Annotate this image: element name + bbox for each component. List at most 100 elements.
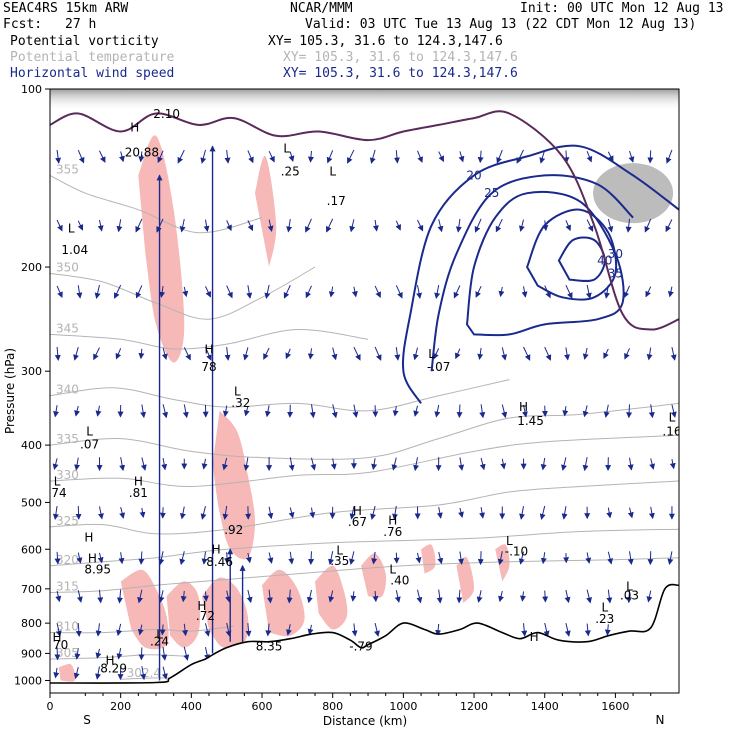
theta-contour-label: 315 bbox=[56, 579, 79, 593]
wind-vector bbox=[203, 219, 210, 232]
y-axis-title: Pressure (hPa) bbox=[3, 348, 17, 434]
wind-speed-contour-label: 35 bbox=[608, 266, 623, 280]
field-wind-name: Horizontal wind speed bbox=[10, 66, 175, 81]
wind-vector bbox=[417, 150, 423, 163]
wind-vector bbox=[648, 506, 655, 520]
wind-vector bbox=[245, 552, 252, 564]
wind-vector bbox=[349, 506, 356, 520]
wind-vector bbox=[501, 347, 507, 361]
extremum-label: .16 bbox=[662, 424, 681, 438]
wind-vector bbox=[307, 624, 314, 636]
x-tick-label: 1600 bbox=[601, 700, 629, 713]
extremum-label: H bbox=[388, 514, 397, 528]
x-tick-label: 1400 bbox=[531, 700, 559, 713]
wind-vector bbox=[243, 457, 250, 471]
wind-vector bbox=[585, 284, 592, 300]
theta-contour-label: 340 bbox=[56, 383, 79, 397]
wind-vector bbox=[264, 284, 271, 300]
wind-vector bbox=[205, 346, 212, 361]
wind-vector bbox=[56, 285, 63, 299]
wind-vector bbox=[667, 551, 674, 565]
wind-vector bbox=[268, 150, 275, 163]
extremum-label: .17 bbox=[327, 194, 346, 208]
pv-region bbox=[138, 135, 185, 363]
wind-vector bbox=[76, 590, 83, 603]
wind-vector bbox=[479, 404, 486, 419]
wind-vector bbox=[328, 286, 335, 298]
wind-vector bbox=[95, 623, 102, 637]
extremum-label: .72 bbox=[196, 609, 215, 623]
extremum-label: 1.45 bbox=[517, 414, 544, 428]
extremum-label: L bbox=[506, 534, 513, 548]
extremum-label: 8.35 bbox=[256, 640, 283, 654]
extremum-label: L bbox=[626, 580, 633, 594]
x-tick-label: 800 bbox=[322, 700, 343, 713]
wind-vector bbox=[501, 404, 508, 419]
wind-vector bbox=[76, 285, 83, 299]
wind-vector bbox=[495, 218, 503, 233]
wind-vector bbox=[394, 347, 401, 361]
extremum-label: L bbox=[54, 474, 61, 488]
wind-vector bbox=[95, 666, 102, 680]
wind-vector bbox=[286, 624, 292, 636]
wind-vector bbox=[393, 150, 400, 164]
wind-vector bbox=[586, 219, 594, 232]
wind-vector bbox=[116, 648, 123, 660]
wind-vector bbox=[628, 150, 635, 163]
wind-vector bbox=[562, 406, 569, 417]
wind-speed-contour bbox=[401, 144, 679, 404]
wind-vector bbox=[307, 150, 314, 163]
wind-vector bbox=[607, 218, 614, 233]
wind-vector bbox=[54, 346, 61, 361]
wind-vector bbox=[455, 348, 461, 360]
pv-region bbox=[421, 544, 436, 574]
wind-vector bbox=[326, 150, 334, 164]
y-tick-label: 100 bbox=[21, 83, 42, 96]
wind-vector bbox=[394, 590, 401, 603]
extremum-label: 78 bbox=[201, 360, 216, 374]
x-tick-label: 200 bbox=[110, 700, 131, 713]
wind-vector bbox=[137, 589, 144, 604]
wind-vector bbox=[665, 219, 673, 233]
wind-vector bbox=[417, 219, 424, 232]
wind-vector bbox=[179, 506, 186, 520]
pv-region bbox=[361, 553, 387, 598]
wind-vector bbox=[391, 457, 398, 471]
wind-vector bbox=[496, 149, 503, 164]
wind-vector bbox=[582, 405, 589, 418]
wind-vector bbox=[561, 457, 567, 471]
theta-contour-label: 302.4 bbox=[127, 666, 161, 680]
wind-vector bbox=[159, 624, 166, 636]
wind-vector bbox=[458, 457, 465, 471]
wind-vector bbox=[224, 346, 231, 361]
wind-vector bbox=[245, 623, 252, 637]
wind-vector bbox=[665, 149, 673, 164]
wind-vector bbox=[75, 622, 82, 637]
wind-vector bbox=[456, 404, 463, 419]
wind-vector bbox=[93, 347, 100, 361]
extremum-label: H bbox=[519, 400, 528, 414]
theta-contour-label: 320 bbox=[56, 553, 79, 567]
wind-vector bbox=[564, 589, 571, 604]
wind-vector bbox=[140, 404, 147, 419]
wind-vector bbox=[288, 457, 295, 472]
wind-vector bbox=[477, 551, 484, 566]
wind-vector bbox=[97, 589, 104, 604]
wind-vector bbox=[138, 647, 145, 661]
wind-vector bbox=[204, 623, 211, 637]
wind-vector bbox=[138, 151, 145, 163]
extremum-label: L bbox=[86, 424, 93, 438]
wind-vector bbox=[584, 623, 591, 637]
extremum-label: .92 bbox=[224, 523, 243, 537]
wind-vector bbox=[413, 405, 420, 417]
theta-contour-label: 305 bbox=[56, 646, 79, 660]
extremum-label: .25 bbox=[281, 164, 300, 178]
wind-vector bbox=[434, 285, 441, 299]
wind-vector bbox=[226, 285, 233, 299]
wind-vector bbox=[603, 348, 609, 360]
field-pv-xy: XY= 105.3, 31.6 to 124.3,147.6 bbox=[268, 34, 503, 49]
wind-vector bbox=[458, 507, 464, 518]
y-tick-label: 1000 bbox=[14, 674, 42, 687]
wind-vector bbox=[246, 589, 253, 604]
terrain-fill bbox=[50, 584, 679, 693]
